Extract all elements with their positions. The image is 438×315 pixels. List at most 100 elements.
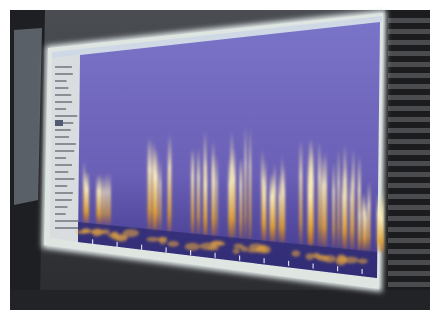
energy-streak bbox=[324, 152, 327, 247]
panel-control bbox=[55, 178, 74, 180]
panel-control bbox=[55, 136, 69, 138]
blind-slat bbox=[388, 161, 430, 166]
energy-streak bbox=[98, 173, 101, 223]
blind-slat bbox=[388, 282, 430, 287]
energy-streak bbox=[342, 170, 345, 249]
axis-tick bbox=[337, 266, 338, 271]
axis-tick bbox=[313, 264, 314, 269]
floor-energy bbox=[123, 229, 139, 237]
energy-streak bbox=[379, 200, 381, 252]
blind-slat bbox=[388, 84, 430, 89]
energy-streak bbox=[281, 155, 283, 242]
panel-control bbox=[55, 108, 66, 110]
energy-streak bbox=[103, 175, 105, 224]
floor-energy bbox=[146, 237, 159, 242]
floor-energy bbox=[323, 255, 336, 263]
axis-tick bbox=[362, 269, 363, 274]
energy-streak bbox=[381, 202, 383, 253]
energy-streak bbox=[261, 149, 263, 240]
floor-energy bbox=[159, 238, 167, 245]
page: (() => { const NS = 'http://www.w3.org/2… bbox=[0, 0, 438, 315]
floor-shadow bbox=[10, 290, 430, 310]
blind-slat bbox=[388, 128, 430, 133]
energy-streak bbox=[86, 172, 89, 223]
blind-slat bbox=[388, 117, 430, 122]
energy-streak bbox=[109, 174, 111, 225]
energy-streak bbox=[362, 193, 364, 250]
energy-streak bbox=[96, 175, 98, 224]
blind-slat bbox=[388, 271, 430, 276]
energy-streak bbox=[244, 127, 246, 239]
left-window bbox=[14, 28, 42, 205]
photo bbox=[0, 0, 438, 315]
energy-streak bbox=[358, 198, 360, 250]
energy-streak bbox=[338, 149, 340, 248]
axis-tick bbox=[239, 255, 240, 260]
energy-streak bbox=[191, 148, 194, 233]
blind-slat bbox=[388, 62, 430, 67]
axis-tick bbox=[92, 239, 93, 244]
energy-streak bbox=[308, 170, 311, 245]
panel-swatch bbox=[55, 120, 63, 126]
energy-streak bbox=[368, 181, 371, 250]
axis-tick bbox=[264, 258, 265, 263]
energy-streak bbox=[278, 173, 280, 242]
floor-energy bbox=[82, 228, 89, 233]
energy-streak bbox=[154, 149, 156, 229]
energy-streak bbox=[230, 153, 232, 237]
blind-slat bbox=[388, 95, 430, 100]
energy-streak bbox=[168, 134, 171, 231]
floor-energy bbox=[108, 233, 119, 238]
floor-energy bbox=[167, 241, 179, 247]
panel-control bbox=[55, 227, 79, 229]
panel-control bbox=[55, 199, 72, 201]
panel-control bbox=[55, 80, 67, 82]
energy-streak bbox=[332, 162, 334, 247]
floor-energy bbox=[256, 246, 268, 253]
panel-control bbox=[55, 94, 71, 96]
blind-slat bbox=[388, 183, 430, 188]
blind-slat bbox=[388, 238, 430, 243]
axis-tick bbox=[166, 247, 167, 252]
blind-slat bbox=[388, 194, 430, 199]
energy-streak bbox=[377, 193, 380, 252]
blind-slat bbox=[388, 249, 430, 254]
blind-slat bbox=[388, 150, 430, 155]
energy-streak bbox=[299, 140, 302, 244]
blind-slat bbox=[388, 73, 430, 78]
blind-slat bbox=[388, 106, 430, 111]
axis-tick bbox=[141, 245, 142, 250]
energy-streak bbox=[149, 138, 152, 229]
panel-control bbox=[55, 129, 71, 131]
axis-tick bbox=[288, 261, 289, 266]
energy-streak bbox=[197, 148, 200, 234]
floor-energy bbox=[210, 241, 225, 246]
axis-tick bbox=[190, 250, 191, 255]
energy-streak bbox=[216, 154, 218, 236]
blind-slat bbox=[388, 227, 430, 232]
panel-control bbox=[55, 101, 72, 103]
floor-energy bbox=[102, 229, 110, 234]
energy-streak bbox=[365, 202, 367, 251]
blind-slat bbox=[388, 205, 430, 210]
energy-streak bbox=[232, 148, 235, 238]
energy-streak bbox=[350, 171, 352, 249]
floor-energy bbox=[306, 253, 314, 260]
blind-slat bbox=[388, 260, 430, 265]
panel-control bbox=[55, 150, 74, 152]
panel-control bbox=[55, 73, 73, 75]
panel-control bbox=[55, 220, 78, 222]
energy-streak bbox=[318, 141, 321, 246]
panel-control bbox=[55, 185, 67, 187]
panel-control bbox=[55, 157, 66, 159]
floor-energy bbox=[358, 258, 368, 263]
energy-streak bbox=[312, 150, 314, 245]
floor-energy bbox=[233, 248, 240, 253]
blind-slat bbox=[388, 29, 430, 34]
energy-streak bbox=[204, 158, 207, 235]
panel-control bbox=[55, 192, 73, 194]
energy-streak bbox=[106, 173, 108, 225]
floor-energy bbox=[241, 246, 248, 252]
blind-slat bbox=[388, 18, 430, 23]
energy-streak bbox=[352, 149, 355, 249]
